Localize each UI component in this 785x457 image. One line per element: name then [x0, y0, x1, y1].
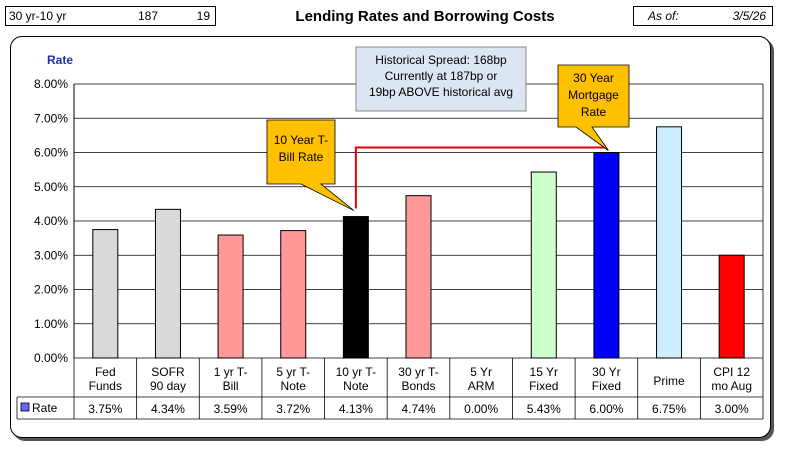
- data-label: 4.34%: [151, 402, 185, 416]
- y-tick-label: 4.00%: [34, 214, 68, 228]
- thirty-year-callout-text: 30 Year: [573, 71, 614, 85]
- data-label: 4.13%: [339, 402, 373, 416]
- thirty-year-callout: [557, 64, 630, 151]
- y-axis-label: Rate: [47, 53, 73, 67]
- bar: [656, 126, 683, 359]
- x-tick-label: 30 Yr: [592, 365, 620, 379]
- x-tick-label: Fixed: [592, 379, 621, 393]
- spread-annotation-text: 19bp ABOVE historical avg: [369, 85, 513, 99]
- rate-bar-chart: Rate 0.00% 1.00% 2.00% 3.00% 4.00% 5.00% 6.00% 7…: [16, 46, 764, 420]
- x-tick-label: SOFR: [151, 365, 185, 379]
- spread-annotation-box: [355, 46, 527, 112]
- data-label: 3.59%: [214, 402, 248, 416]
- data-label: 3.00%: [715, 402, 749, 416]
- legend-label: Rate: [32, 401, 58, 415]
- data-label: 6.75%: [652, 402, 686, 416]
- x-tick-label: Note: [281, 379, 307, 393]
- bar: [154, 208, 181, 359]
- x-tick-label: 30 yr T-: [398, 365, 438, 379]
- data-label: 6.00%: [589, 402, 623, 416]
- y-tick-label: 6.00%: [34, 146, 68, 160]
- y-tick-label: 7.00%: [34, 111, 68, 125]
- asof-date: 3/5/26: [732, 9, 766, 23]
- y-tick-label: 2.00%: [34, 283, 68, 297]
- spread-diff-value: 19: [196, 9, 210, 23]
- x-tick-label: 90 day: [150, 379, 186, 393]
- x-tick-label: Funds: [89, 379, 122, 393]
- y-tick-label: 3.00%: [34, 248, 68, 262]
- thirty-year-callout-text: Mortgage: [568, 88, 619, 102]
- page-title: Lending Rates and Borrowing Costs: [295, 8, 555, 25]
- ten-year-callout-text: 10 Year T-: [274, 133, 329, 147]
- x-tick-label: 5 Yr: [470, 365, 492, 379]
- bar: [342, 216, 369, 359]
- thirty-year-callout-text: Rate: [581, 105, 607, 119]
- data-label: 3.75%: [88, 402, 122, 416]
- asof-label: As of:: [648, 9, 679, 23]
- data-label: 4.74%: [401, 402, 435, 416]
- spread-label: 30 yr-10 yr: [9, 9, 67, 23]
- x-tick-label: Note: [343, 379, 369, 393]
- bar: [92, 229, 119, 359]
- x-tick-label: Prime: [653, 374, 685, 388]
- data-label: 0.00%: [464, 402, 498, 416]
- bar: [280, 230, 307, 359]
- y-tick-label: 0.00%: [34, 351, 68, 365]
- x-tick-label: 1 yr T-: [214, 365, 248, 379]
- y-tick-label: 5.00%: [34, 180, 68, 194]
- x-tick-label: Bonds: [401, 379, 435, 393]
- spread-annotation-text: Currently at 187bp or: [385, 69, 498, 83]
- chart-frame: Rate 0.00% 1.00% 2.00% 3.00% 4.00% 5.00% 6.00% 7…: [10, 36, 771, 438]
- x-tick-label: Bill: [223, 379, 239, 393]
- x-tick-label: mo Aug: [711, 379, 752, 393]
- asof-cell: As of: 3/5/26: [633, 6, 773, 26]
- x-tick-label: Fed: [95, 365, 116, 379]
- x-tick-label: 15 Yr: [530, 365, 558, 379]
- spread-header-cell: 30 yr-10 yr 187 19: [5, 6, 216, 26]
- x-tick-label: 10 yr T-: [336, 365, 376, 379]
- y-tick-label: 1.00%: [34, 317, 68, 331]
- spread-value: 187: [137, 9, 158, 23]
- bar: [718, 254, 745, 359]
- x-tick-label: ARM: [468, 379, 495, 393]
- ten-year-callout: [266, 119, 355, 211]
- bar: [405, 195, 432, 359]
- spread-annotation-text: Historical Spread: 168bp: [375, 53, 507, 67]
- data-label: 3.72%: [276, 402, 310, 416]
- data-label: 5.43%: [527, 402, 561, 416]
- bar: [217, 234, 244, 359]
- x-tick-label: 5 yr T-: [276, 365, 310, 379]
- bar: [593, 152, 620, 359]
- x-tick-label: CPI 12: [713, 365, 750, 379]
- spread-connector-line: [354, 146, 607, 209]
- y-tick-label: 8.00%: [34, 77, 68, 91]
- x-tick-label: Fixed: [529, 379, 558, 393]
- ten-year-callout-text: Bill Rate: [279, 150, 324, 164]
- bar: [530, 171, 557, 359]
- legend-swatch: [20, 402, 30, 412]
